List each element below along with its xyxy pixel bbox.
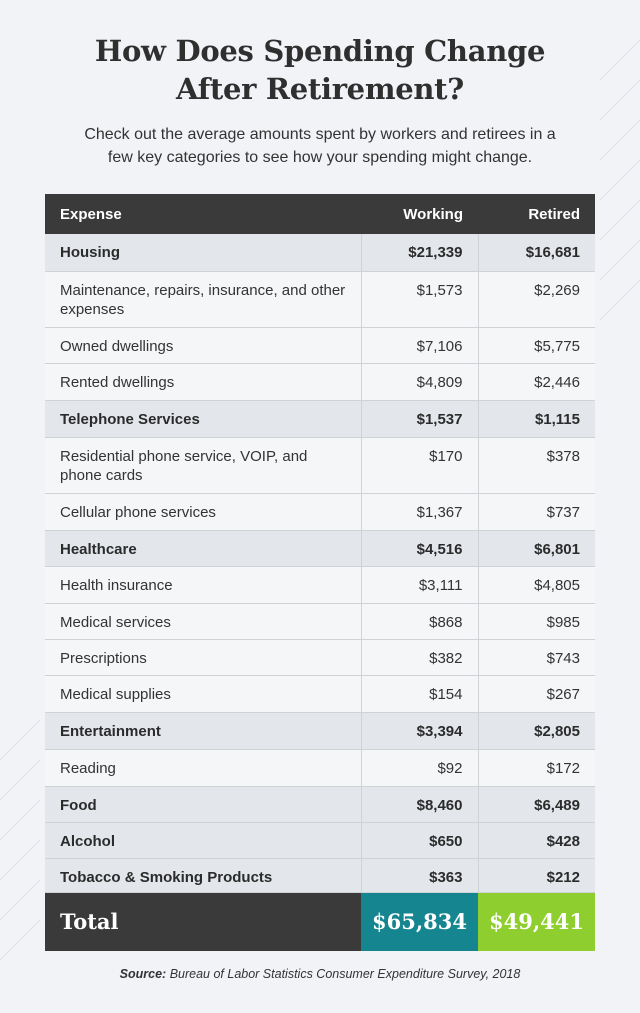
- working-cell: $4,516: [360, 530, 479, 567]
- working-cell: $3,394: [360, 712, 479, 750]
- retired-cell: $172: [478, 749, 595, 787]
- table-header-row: Expense Working Retired: [45, 194, 595, 234]
- expense-cell: Alcohol: [45, 822, 361, 859]
- table-row: Owned dwellings $7,106 $5,775: [45, 327, 595, 364]
- working-cell: $4,809: [360, 363, 479, 401]
- working-cell: $92: [360, 749, 479, 787]
- working-cell: $363: [360, 858, 479, 893]
- expense-cell: Residential phone service, VOIP, and pho…: [45, 437, 361, 494]
- retired-cell: $985: [478, 603, 595, 640]
- subtitle-line-1: Check out the average amounts spent by w…: [84, 126, 556, 143]
- table-row: Rented dwellings $4,809 $2,446: [45, 363, 595, 401]
- expense-cell: Food: [45, 786, 361, 823]
- retired-cell: $5,775: [478, 327, 595, 364]
- spending-table: Expense Working Retired Housing $21,339 $1…: [45, 194, 595, 951]
- working-cell: $170: [360, 437, 479, 494]
- header-expense: Expense: [45, 194, 361, 234]
- retired-cell: $737: [478, 493, 595, 531]
- table-row: Medical services $868 $985: [45, 603, 595, 640]
- expense-cell: Maintenance, repairs, insurance, and oth…: [45, 271, 361, 328]
- working-cell: $21,339: [360, 234, 479, 272]
- source-note: Source: Bureau of Labor Statistics Consu…: [0, 967, 640, 981]
- table-row: Housing $21,339 $16,681: [45, 234, 595, 272]
- retired-cell: $6,489: [478, 786, 595, 823]
- total-working: $65,834: [361, 892, 478, 951]
- expense-cell: Prescriptions: [45, 639, 361, 676]
- retired-cell: $2,446: [478, 363, 595, 401]
- subtitle-line-2: few key categories to see how your spend…: [107, 149, 533, 166]
- retired-cell: $2,269: [478, 271, 595, 328]
- title-line-2: After Retirement?: [176, 72, 464, 106]
- table-row: Prescriptions $382 $743: [45, 639, 595, 676]
- expense-cell: Housing: [45, 234, 361, 272]
- working-cell: $1,367: [360, 493, 479, 531]
- table-row: Entertainment $3,394 $2,805: [45, 712, 595, 750]
- retired-cell: $428: [478, 822, 595, 859]
- total-label: Total: [45, 892, 361, 951]
- page-title: How Does Spending Change After Retiremen…: [0, 32, 640, 108]
- expense-cell: Health insurance: [45, 566, 361, 604]
- table-row: Alcohol $650 $428: [45, 822, 595, 859]
- retired-cell: $16,681: [478, 234, 595, 272]
- table-row: Food $8,460 $6,489: [45, 786, 595, 823]
- expense-cell: Owned dwellings: [45, 327, 361, 364]
- table-row: Medical supplies $154 $267: [45, 675, 595, 713]
- expense-cell: Healthcare: [45, 530, 361, 567]
- retired-cell: $1,115: [478, 400, 595, 438]
- page-subtitle: Check out the average amounts spent by w…: [40, 123, 600, 169]
- expense-cell: Rented dwellings: [45, 363, 361, 401]
- source-label: Source:: [119, 967, 167, 981]
- working-cell: $154: [360, 675, 479, 713]
- working-cell: $8,460: [360, 786, 479, 823]
- table-row: Telephone Services $1,537 $1,115: [45, 400, 595, 438]
- expense-cell: Tobacco & Smoking Products: [45, 858, 361, 893]
- expense-cell: Telephone Services: [45, 400, 361, 438]
- expense-cell: Reading: [45, 749, 361, 787]
- table-row: Cellular phone services $1,367 $737: [45, 493, 595, 531]
- expense-cell: Entertainment: [45, 712, 361, 750]
- table-row: Tobacco & Smoking Products $363 $212: [45, 858, 595, 893]
- table-row: Reading $92 $172: [45, 749, 595, 787]
- source-text: Bureau of Labor Statistics Consumer Expe…: [169, 967, 521, 981]
- expense-cell: Medical supplies: [45, 675, 361, 713]
- working-cell: $3,111: [360, 566, 479, 604]
- title-line-1: How Does Spending Change: [94, 34, 546, 68]
- working-cell: $7,106: [360, 327, 479, 364]
- table-row: Healthcare $4,516 $6,801: [45, 530, 595, 567]
- working-cell: $868: [360, 603, 479, 640]
- retired-cell: $4,805: [478, 566, 595, 604]
- table-row: Maintenance, repairs, insurance, and oth…: [45, 271, 595, 328]
- retired-cell: $2,805: [478, 712, 595, 750]
- table-row: Residential phone service, VOIP, and pho…: [45, 437, 595, 494]
- retired-cell: $212: [478, 858, 595, 893]
- retired-cell: $267: [478, 675, 595, 713]
- working-cell: $1,573: [360, 271, 479, 328]
- retired-cell: $378: [478, 437, 595, 494]
- expense-cell: Cellular phone services: [45, 493, 361, 531]
- header-retired: Retired: [478, 194, 595, 234]
- working-cell: $650: [360, 822, 479, 859]
- working-cell: $382: [360, 639, 479, 676]
- working-cell: $1,537: [360, 400, 479, 438]
- total-row: Total $65,834 $49,441: [45, 892, 595, 951]
- expense-cell: Medical services: [45, 603, 361, 640]
- retired-cell: $743: [478, 639, 595, 676]
- table-row: Health insurance $3,111 $4,805: [45, 566, 595, 604]
- total-retired: $49,441: [478, 892, 595, 951]
- header-working: Working: [361, 194, 478, 234]
- table-body: Housing $21,339 $16,681 Maintenance, repair…: [45, 234, 595, 893]
- retired-cell: $6,801: [478, 530, 595, 567]
